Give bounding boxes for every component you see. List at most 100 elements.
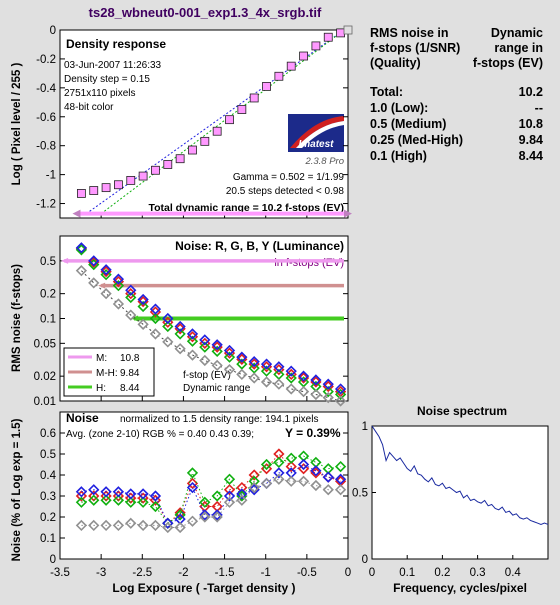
- noise-percent-point-y: [137, 519, 149, 532]
- noise-percent-xtick-label: -3.5: [50, 567, 70, 579]
- noise-fstop-point-y: [186, 349, 199, 361]
- noise-percent-point-b: [149, 490, 162, 502]
- summary-header-right-1: Dynamic: [491, 26, 543, 40]
- noise-percent-point-r: [174, 507, 186, 519]
- density-point: [151, 165, 160, 175]
- noise-percent-line-g: [81, 455, 341, 524]
- noise-percent-point-y: [285, 475, 297, 487]
- noise-fstop-point-r: [297, 372, 310, 384]
- noise-fstop-point-g: [211, 345, 223, 357]
- density-info-date: 03-Jun-2007 11:26:33: [64, 60, 162, 71]
- noise-fstop-point-b: [149, 303, 162, 315]
- noise-percent-point-b: [322, 471, 334, 483]
- summary-row-value: 10.8: [519, 117, 543, 131]
- density-ytick-label: -0.6: [36, 112, 56, 124]
- spectrum-ytick-label: 0.5: [352, 488, 368, 500]
- noise-fstop-ytick-label: 0.2: [40, 289, 56, 301]
- density-ytick-label: -1.2: [36, 199, 56, 211]
- noise-percent-point-y: [260, 477, 273, 490]
- density-point: [101, 183, 111, 193]
- noise-fstop-point-y: [174, 343, 186, 355]
- noise-fstop-point-g: [100, 269, 112, 281]
- noise-percent-point-g: [149, 500, 162, 513]
- noise-fstop-point-y: [285, 383, 297, 395]
- noise-percent-point-y: [248, 481, 260, 494]
- noise-percent-point-g: [75, 496, 88, 508]
- noise-percent-point-b: [273, 467, 285, 479]
- summary-header-left-1: RMS noise in: [370, 26, 448, 40]
- noise-fstop-point-g: [162, 320, 174, 333]
- summary-row-label: 1.0 (Low):: [370, 101, 428, 115]
- summary-header-right-3: f-stops (EV): [473, 56, 543, 70]
- noise-percent-point-g: [273, 456, 285, 469]
- summary-row-value: --: [535, 101, 543, 115]
- noise-percent-point-y: [112, 519, 125, 532]
- noise-fstop-point-r: [88, 256, 100, 268]
- noise-percent-point-b: [125, 488, 137, 500]
- noise-fstop-legend: M: 10.8M-H: 9.84 H: 8.44: [63, 347, 155, 397]
- noise-percent-point-y: [125, 517, 137, 529]
- noise-percent-xtick-label: 0: [345, 567, 351, 579]
- noise-y-text: Y = 0.39%: [285, 426, 341, 440]
- noise-percent-point-b: [88, 484, 100, 496]
- noise-percent-point-y: [236, 494, 248, 506]
- noise-percent-point-g: [174, 509, 186, 521]
- noise-fstop-point-y: [88, 277, 100, 289]
- summary-header-right-2: range in: [494, 41, 543, 55]
- steps-text: 20.5 steps detected < 0.98: [226, 186, 345, 197]
- spectrum-line: [371, 425, 549, 525]
- noise-percent-ytick-label: 0: [50, 554, 56, 566]
- noise-percent-point-y: [186, 515, 199, 527]
- noise-percent-point-b: [310, 465, 322, 477]
- density-point: [311, 41, 321, 51]
- noise-percent-point-r: [260, 463, 273, 475]
- summary-panel: RMS noise in f-stops (1/SNR) (Quality) D…: [370, 26, 543, 163]
- imatest-logo: Imatest: [288, 114, 344, 152]
- noise-fstop-point-y: [75, 265, 88, 277]
- noise-fstop-ytick-label: 0.01: [34, 396, 56, 408]
- density-point: [200, 136, 210, 146]
- noise-fstop-point-b: [223, 344, 236, 357]
- noise-fstop-point-b: [125, 284, 137, 296]
- noise-fstop-subtitle: in f-stops (EV): [274, 257, 344, 269]
- noise-fstop-point-g: [149, 312, 162, 325]
- noise-percent-xtick-label: -1: [261, 567, 271, 579]
- noise-percent-point-g: [285, 452, 297, 464]
- density-point: [114, 180, 123, 190]
- noise-avg-text: Avg. (zone 2-10) RGB % = 0.40 0.43 0.39;: [66, 429, 254, 440]
- legend-label: M-H:: [96, 368, 118, 379]
- noise-fstop-point-g: [112, 280, 125, 292]
- noise-fstop-point-g: [285, 372, 297, 384]
- noise-percent-point-y: [211, 511, 223, 523]
- summary-row-value: 10.2: [519, 85, 543, 99]
- noise-percent-point-r: [223, 484, 236, 496]
- logo-swoosh-white: [296, 121, 344, 148]
- spectrum-xtick-label: 0: [369, 567, 375, 579]
- noise-fstop-point-b: [334, 383, 347, 395]
- noise-fstop-point-b: [211, 339, 223, 351]
- density-point: [262, 82, 271, 91]
- noise-fstop-point-b: [75, 242, 88, 254]
- noise-fstop-point-b: [273, 361, 285, 373]
- noise-percent-xlabel: Log Exposure ( -Target density ): [112, 581, 295, 595]
- noise-fstop-point-b: [100, 264, 112, 276]
- legend-label: H:: [96, 383, 106, 394]
- dynamic-range-annotation-2: Dynamic range: [183, 383, 251, 394]
- noise-fstop-point-y: [199, 354, 211, 367]
- noise-percent-point-b: [75, 486, 88, 498]
- noise-percent-point-r: [248, 469, 260, 481]
- density-point: [237, 105, 247, 114]
- version-text: 2.3.8 Pro: [304, 156, 344, 167]
- noise-spectrum-plot-area: [371, 425, 549, 560]
- noise-percent-xtick-label: -0.5: [297, 567, 317, 579]
- noise-percent-line-y: [81, 478, 341, 528]
- density-range-arrow-left: [72, 209, 81, 218]
- noise-fstop-point-y: [125, 309, 137, 321]
- noise-fstop-point-y: [223, 364, 236, 376]
- noise-percent-xtick-label: -2.5: [132, 567, 152, 579]
- noise-percent-point-b: [297, 458, 310, 471]
- noise-fstop-point-b: [174, 320, 186, 333]
- noise-fstop-point-g: [260, 365, 273, 377]
- logo-text: Imatest: [298, 139, 334, 150]
- density-point: [163, 160, 173, 169]
